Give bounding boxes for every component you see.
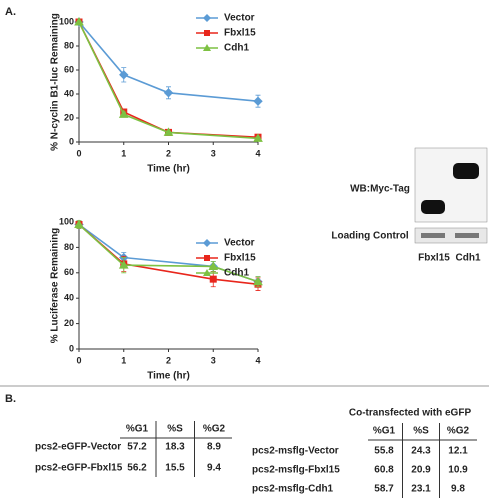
table-caption: Co-transfected with eGFP [349, 408, 472, 419]
y-tick-label: 80 [64, 40, 74, 50]
y-tick-label: 80 [64, 242, 74, 252]
marker [74, 16, 84, 26]
legend-label: Cdh1 [224, 43, 249, 54]
table-cell: 15.5 [165, 463, 185, 474]
x-tick-label: 0 [76, 148, 81, 158]
marker [163, 127, 174, 136]
y-tick-label: 40 [64, 293, 74, 303]
series-line [78, 223, 259, 283]
y-tick-label: 40 [64, 88, 74, 98]
series-line [78, 21, 259, 140]
legend-marker [204, 255, 210, 261]
row-label: pcs2-eGFP-Vector [35, 442, 121, 453]
series-line [78, 21, 259, 102]
table-cell: 60.8 [374, 465, 394, 476]
blot-band [421, 233, 445, 238]
legend-label: Cdh1 [224, 268, 249, 279]
x-tick-label: 4 [255, 148, 260, 158]
legend-marker [203, 239, 211, 247]
y-tick-label: 0 [69, 343, 74, 353]
column-header: %G1 [126, 424, 149, 435]
y-tick-label: 100 [59, 16, 74, 26]
x-tick-label: 2 [166, 148, 171, 158]
table-cell: 8.9 [207, 442, 221, 453]
x-tick-label: 4 [255, 355, 260, 365]
x-tick-label: 0 [76, 355, 81, 365]
table-cell: 18.3 [165, 442, 185, 453]
marker [253, 96, 263, 106]
legend-marker [204, 30, 210, 36]
table-cell: 23.1 [411, 484, 431, 495]
blot-label: Loading Control [331, 231, 408, 242]
y-axis-label: % N-cyclin B1-luc Remaining [50, 13, 61, 151]
column-header: %G2 [447, 426, 470, 437]
y-axis-label: % Luciferase Remaining [50, 228, 61, 344]
blot-band [455, 233, 479, 238]
column-header: %S [167, 424, 183, 435]
panel-label: A. [5, 6, 16, 18]
marker [163, 88, 174, 98]
blot-band [453, 163, 479, 179]
x-tick-label: 3 [211, 355, 216, 365]
row-label: pcs2-msflg-Vector [252, 446, 339, 457]
table-cell: 56.2 [127, 463, 147, 474]
legend-marker [203, 44, 211, 51]
table-cell: 24.3 [411, 446, 431, 457]
marker [74, 219, 84, 229]
legend-label: Vector [224, 13, 255, 24]
blot-band [421, 200, 445, 214]
marker [118, 260, 129, 269]
table-cell: 12.1 [448, 446, 468, 457]
legend-label: Fbxl15 [224, 28, 256, 39]
marker [253, 276, 263, 286]
table-cell: 58.7 [374, 484, 394, 495]
panel-label: B. [5, 393, 16, 405]
table-cell: 9.4 [207, 463, 221, 474]
blot-panel [414, 227, 488, 244]
lane-label: Fbxl15 [418, 253, 450, 264]
legend-marker [203, 269, 211, 276]
x-tick-label: 1 [121, 148, 126, 158]
x-tick-label: 2 [166, 355, 171, 365]
column-header: %S [413, 426, 429, 437]
table-cell: 9.8 [451, 484, 465, 495]
marker [119, 70, 129, 80]
row-label: pcs2-msflg-Cdh1 [252, 484, 334, 495]
y-tick-label: 60 [64, 64, 74, 74]
row-label: pcs2-msflg-Fbxl15 [252, 465, 340, 476]
column-header: %G1 [373, 426, 396, 437]
y-tick-label: 100 [59, 216, 74, 226]
marker [208, 261, 219, 270]
legend-label: Fbxl15 [224, 253, 256, 264]
marker [118, 109, 129, 118]
x-tick-label: 1 [121, 355, 126, 365]
table-cell: 55.8 [374, 446, 394, 457]
column-header: %G2 [203, 424, 226, 435]
lane-label: Cdh1 [456, 253, 481, 264]
legend-label: Vector [224, 238, 255, 249]
marker [253, 133, 263, 142]
y-tick-label: 60 [64, 267, 74, 277]
table-cell: 57.2 [127, 442, 147, 453]
row-label: pcs2-eGFP-Fbxl15 [35, 463, 123, 474]
marker [209, 275, 217, 283]
x-axis-label: Time (hr) [147, 371, 190, 382]
y-tick-label: 0 [69, 136, 74, 146]
y-tick-label: 20 [64, 318, 74, 328]
legend-marker [203, 14, 211, 22]
table-cell: 10.9 [448, 465, 468, 476]
x-axis-label: Time (hr) [147, 164, 190, 175]
blot-label: WB:Myc-Tag [350, 184, 410, 195]
x-tick-label: 3 [211, 148, 216, 158]
table-cell: 20.9 [411, 465, 431, 476]
y-tick-label: 20 [64, 112, 74, 122]
